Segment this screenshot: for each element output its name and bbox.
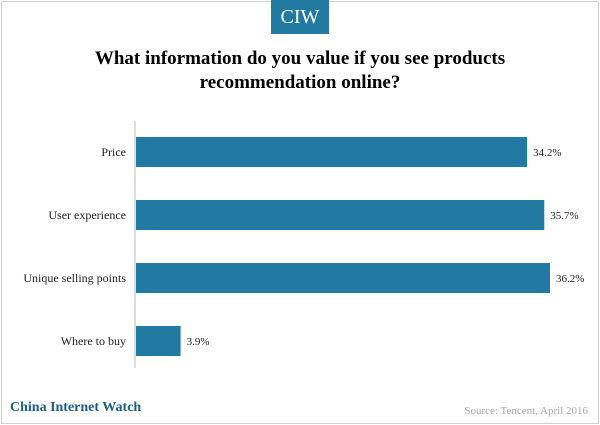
bar (136, 137, 528, 167)
category-label: Where to buy (61, 334, 126, 348)
category-label: Price (101, 145, 126, 159)
value-label: 3.9% (187, 336, 210, 348)
chart-title: What information do you value if you see… (94, 48, 506, 93)
value-label: 36.2% (556, 273, 584, 285)
footer-brand: China Internet Watch (10, 400, 142, 415)
category-label: User experience (48, 208, 126, 222)
bar (136, 263, 550, 293)
category-label: Unique selling points (23, 271, 126, 285)
bar (136, 326, 181, 356)
ciw-logo: CIW (271, 0, 329, 34)
value-label: 35.7% (550, 210, 578, 222)
source-note: Source: Tencent, April 2016 (464, 405, 588, 417)
bar (136, 200, 545, 230)
value-label: 34.2% (533, 147, 561, 159)
